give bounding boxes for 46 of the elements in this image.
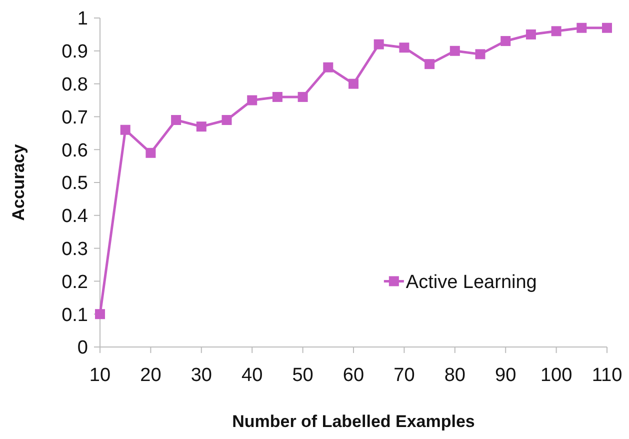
point bbox=[323, 62, 334, 72]
point bbox=[298, 92, 308, 102]
point bbox=[424, 59, 435, 70]
point bbox=[95, 309, 105, 320]
point bbox=[602, 22, 612, 33]
x-tick-label: 60 bbox=[342, 365, 364, 386]
y-axis-title: Accuracy bbox=[9, 144, 28, 221]
point bbox=[374, 39, 384, 50]
point bbox=[196, 122, 206, 132]
y-tick-label: 0.8 bbox=[62, 74, 88, 96]
y-tick-label: 0.4 bbox=[62, 206, 88, 228]
point bbox=[171, 114, 182, 125]
point bbox=[475, 49, 486, 60]
point bbox=[526, 29, 536, 40]
y-tick-label: 0.6 bbox=[62, 140, 88, 162]
x-tick-label: 110 bbox=[592, 365, 622, 386]
point bbox=[348, 78, 358, 89]
x-tick-label: 80 bbox=[444, 365, 466, 386]
x-tick-label: 100 bbox=[540, 365, 572, 386]
x-axis-title: Number of Labelled Examples bbox=[232, 412, 475, 431]
point bbox=[551, 26, 562, 36]
point bbox=[222, 114, 232, 125]
point bbox=[399, 42, 410, 53]
y-tick-label: 0 bbox=[77, 338, 88, 359]
y-tick-label: 0.5 bbox=[62, 173, 88, 194]
y-tick-label: 0.3 bbox=[62, 238, 88, 260]
x-tick-label: 70 bbox=[394, 365, 415, 386]
point bbox=[500, 36, 511, 46]
x-tick-label: 20 bbox=[140, 365, 162, 386]
y-tick-label: 0.2 bbox=[62, 272, 88, 293]
y-tick-label: 1 bbox=[77, 8, 88, 30]
x-tick-label: 50 bbox=[292, 365, 314, 386]
x-tick-label: 40 bbox=[242, 365, 263, 386]
x-tick-label: 90 bbox=[495, 365, 516, 386]
x-tick-label: 10 bbox=[89, 365, 111, 386]
point bbox=[576, 22, 587, 33]
point bbox=[272, 92, 282, 102]
point bbox=[247, 95, 258, 106]
y-tick-label: 0.1 bbox=[62, 304, 88, 326]
point bbox=[120, 124, 130, 135]
y-tick-label: 0.9 bbox=[62, 42, 88, 63]
point bbox=[146, 148, 156, 158]
legend-label: Active Learning bbox=[406, 272, 537, 293]
point bbox=[450, 46, 460, 56]
y-tick-label: 0.7 bbox=[62, 107, 88, 128]
x-tick-label: 30 bbox=[190, 365, 212, 386]
